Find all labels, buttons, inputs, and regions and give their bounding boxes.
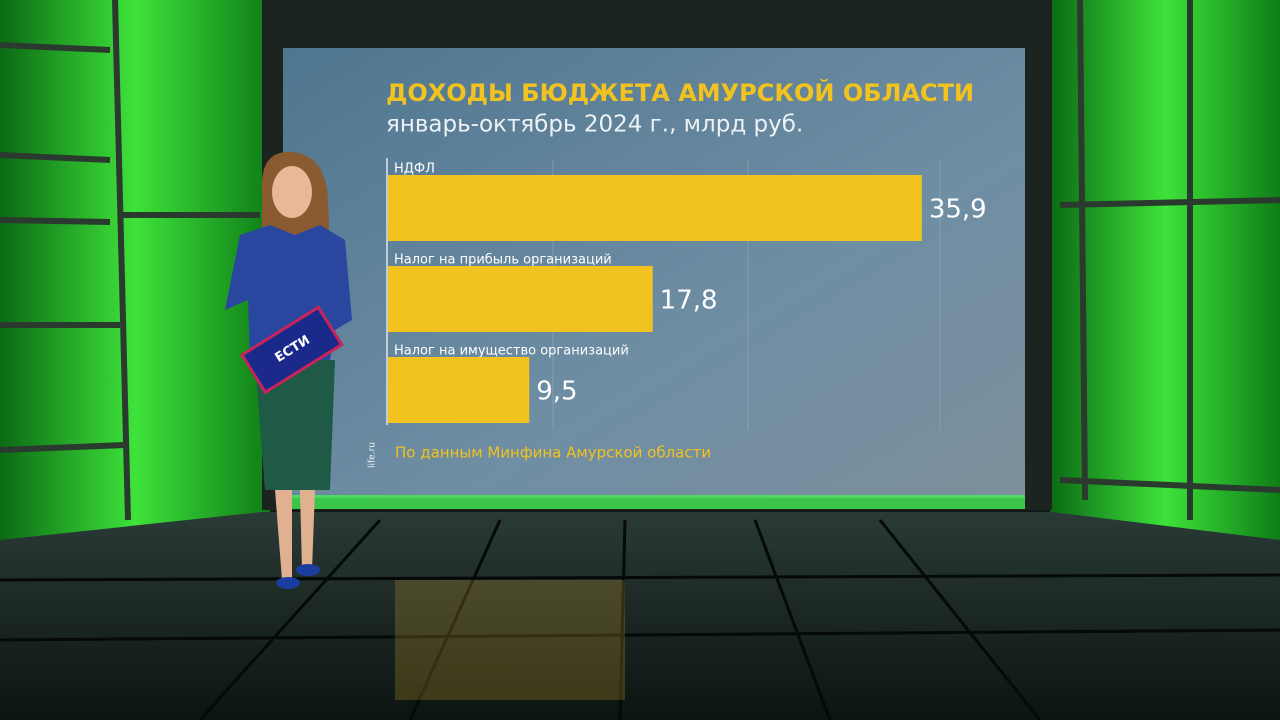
chart: ДОХОДЫ БЮДЖЕТА АМУРСКОЙ ОБЛАСТИ январь-о…: [368, 78, 987, 468]
value-label: 9,5: [536, 377, 577, 407]
category-label: Налог на прибыль организаций: [394, 253, 612, 268]
chart-subtitle: январь-октябрь 2024 г., млрд руб.: [386, 112, 803, 138]
floor: [0, 512, 1280, 720]
bar: [388, 175, 922, 241]
value-label: 35,9: [929, 195, 987, 225]
value-label: 17,8: [660, 286, 718, 316]
chart-source: По данным Минфина Амурской области: [395, 444, 711, 462]
presenter: ЕСТИ: [225, 151, 352, 589]
wall-frames: [0, 0, 1280, 521]
screen-glow: [283, 495, 1025, 509]
bar: [388, 357, 530, 423]
left-green-wall: [0, 0, 270, 540]
floor-tiles: [0, 518, 1280, 720]
bar: [388, 266, 653, 332]
right-green-wall: [1050, 0, 1280, 540]
category-label: Налог на имущество организаций: [394, 344, 629, 359]
category-label: НДФЛ: [394, 162, 435, 177]
tablet: ЕСТИ: [239, 305, 344, 395]
chart-title: ДОХОДЫ БЮДЖЕТА АМУРСКОЙ ОБЛАСТИ: [386, 78, 974, 107]
floor-reflection: [395, 580, 625, 700]
watermark: life.ru: [368, 442, 378, 468]
